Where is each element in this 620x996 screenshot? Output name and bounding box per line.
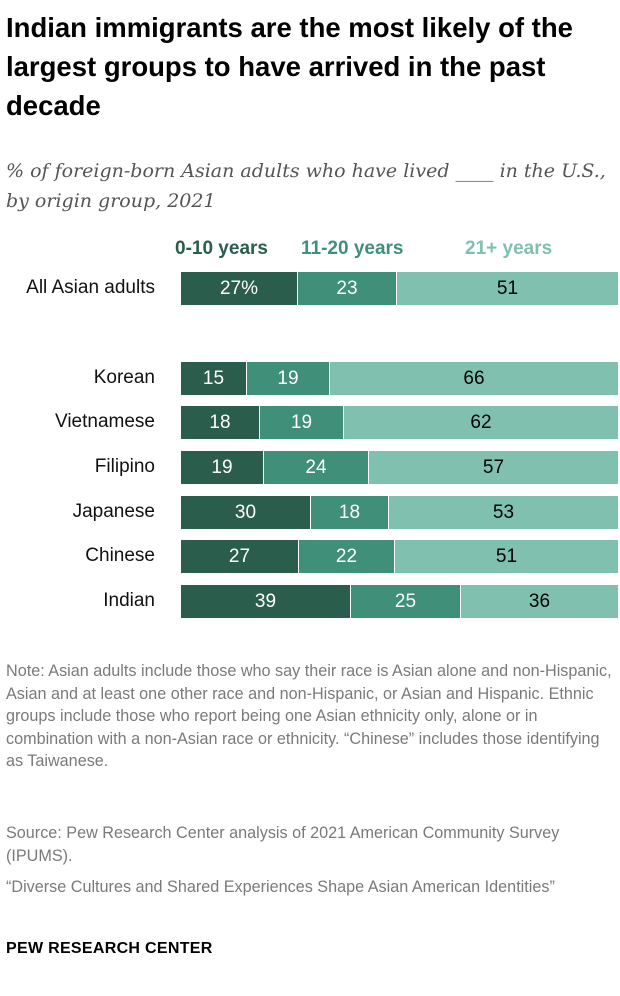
bar-row: 30 18 53 [181, 496, 618, 529]
footnote: Note: Asian adults include those who say… [6, 662, 612, 770]
bar-row: 19 24 57 [181, 451, 618, 484]
bar-segment: 25 [351, 585, 461, 618]
bar-segment: 23 [298, 272, 397, 305]
bar-segment: 62 [344, 406, 618, 439]
bar-segment: 57 [369, 451, 618, 484]
bar-row: 18 19 62 [181, 406, 618, 439]
bar-segment: 22 [299, 540, 395, 573]
category-label: Vietnamese [55, 411, 155, 432]
chart-title: Indian immigrants are the most likely of… [6, 12, 573, 121]
legend-item-21-plus-years: 21+ years [465, 238, 553, 259]
category-label: Indian [103, 590, 155, 611]
bar-segment: 24 [264, 451, 369, 484]
bar-segment: 51 [395, 540, 618, 573]
bar-segment: 27% [181, 272, 298, 305]
bar-segment: 27 [181, 540, 299, 573]
bar-row: 27 22 51 [181, 540, 618, 573]
category-label: All Asian adults [26, 277, 155, 298]
bar-row: 15 19 66 [181, 362, 618, 395]
data-label: 19 [290, 411, 313, 433]
bar-segment: 19 [181, 451, 264, 484]
data-label: 51 [495, 545, 518, 567]
data-label: 23 [336, 277, 358, 299]
bar-segment: 15 [181, 362, 247, 395]
category-label: Korean [93, 367, 155, 388]
data-label: 53 [492, 501, 515, 523]
chart-subtitle: % of foreign-born Asian adults who have … [6, 160, 606, 212]
bar-segment: 53 [389, 496, 618, 529]
data-label: 39 [254, 590, 277, 612]
data-label: 18 [209, 411, 231, 433]
legend-item-11-20-years: 11-20 years [301, 238, 404, 259]
data-label: 51 [496, 277, 519, 299]
data-label: 22 [335, 545, 358, 567]
bar-segment: 18 [181, 406, 260, 439]
data-label: 27% [219, 277, 259, 299]
bar-segment: 66 [330, 362, 618, 395]
bar-segment: 18 [311, 496, 389, 529]
legend-item-0-10-years: 0-10 years [175, 238, 268, 259]
data-label: 36 [528, 590, 551, 612]
report-title: “Diverse Cultures and Shared Experiences… [6, 878, 555, 896]
data-label: 66 [463, 367, 485, 389]
data-label: 62 [470, 411, 492, 433]
category-label: Filipino [94, 456, 155, 477]
bar-row: 39 25 36 [181, 585, 618, 618]
data-label: 27 [228, 545, 251, 567]
data-label: 19 [277, 367, 299, 389]
data-label: 15 [202, 367, 225, 389]
bar-segment: 51 [397, 272, 618, 305]
data-label: 19 [211, 456, 233, 478]
data-label: 57 [482, 456, 505, 478]
category-label: Japanese [72, 501, 155, 522]
bar-segment: 39 [181, 585, 351, 618]
category-label: Chinese [85, 545, 155, 566]
bar-segment: 19 [247, 362, 330, 395]
bar-segment: 30 [181, 496, 311, 529]
bar-segment: 19 [260, 406, 344, 439]
bar-segment: 36 [461, 585, 618, 618]
bar-row: 27% 23 51 [181, 272, 618, 305]
data-label: 18 [338, 501, 361, 523]
data-label: 25 [394, 590, 417, 612]
source-note: Source: Pew Research Center analysis of … [6, 824, 560, 865]
brand-logo-text: PEW RESEARCH CENTER [6, 940, 213, 957]
data-label: 24 [305, 456, 327, 478]
data-label: 30 [234, 501, 257, 523]
